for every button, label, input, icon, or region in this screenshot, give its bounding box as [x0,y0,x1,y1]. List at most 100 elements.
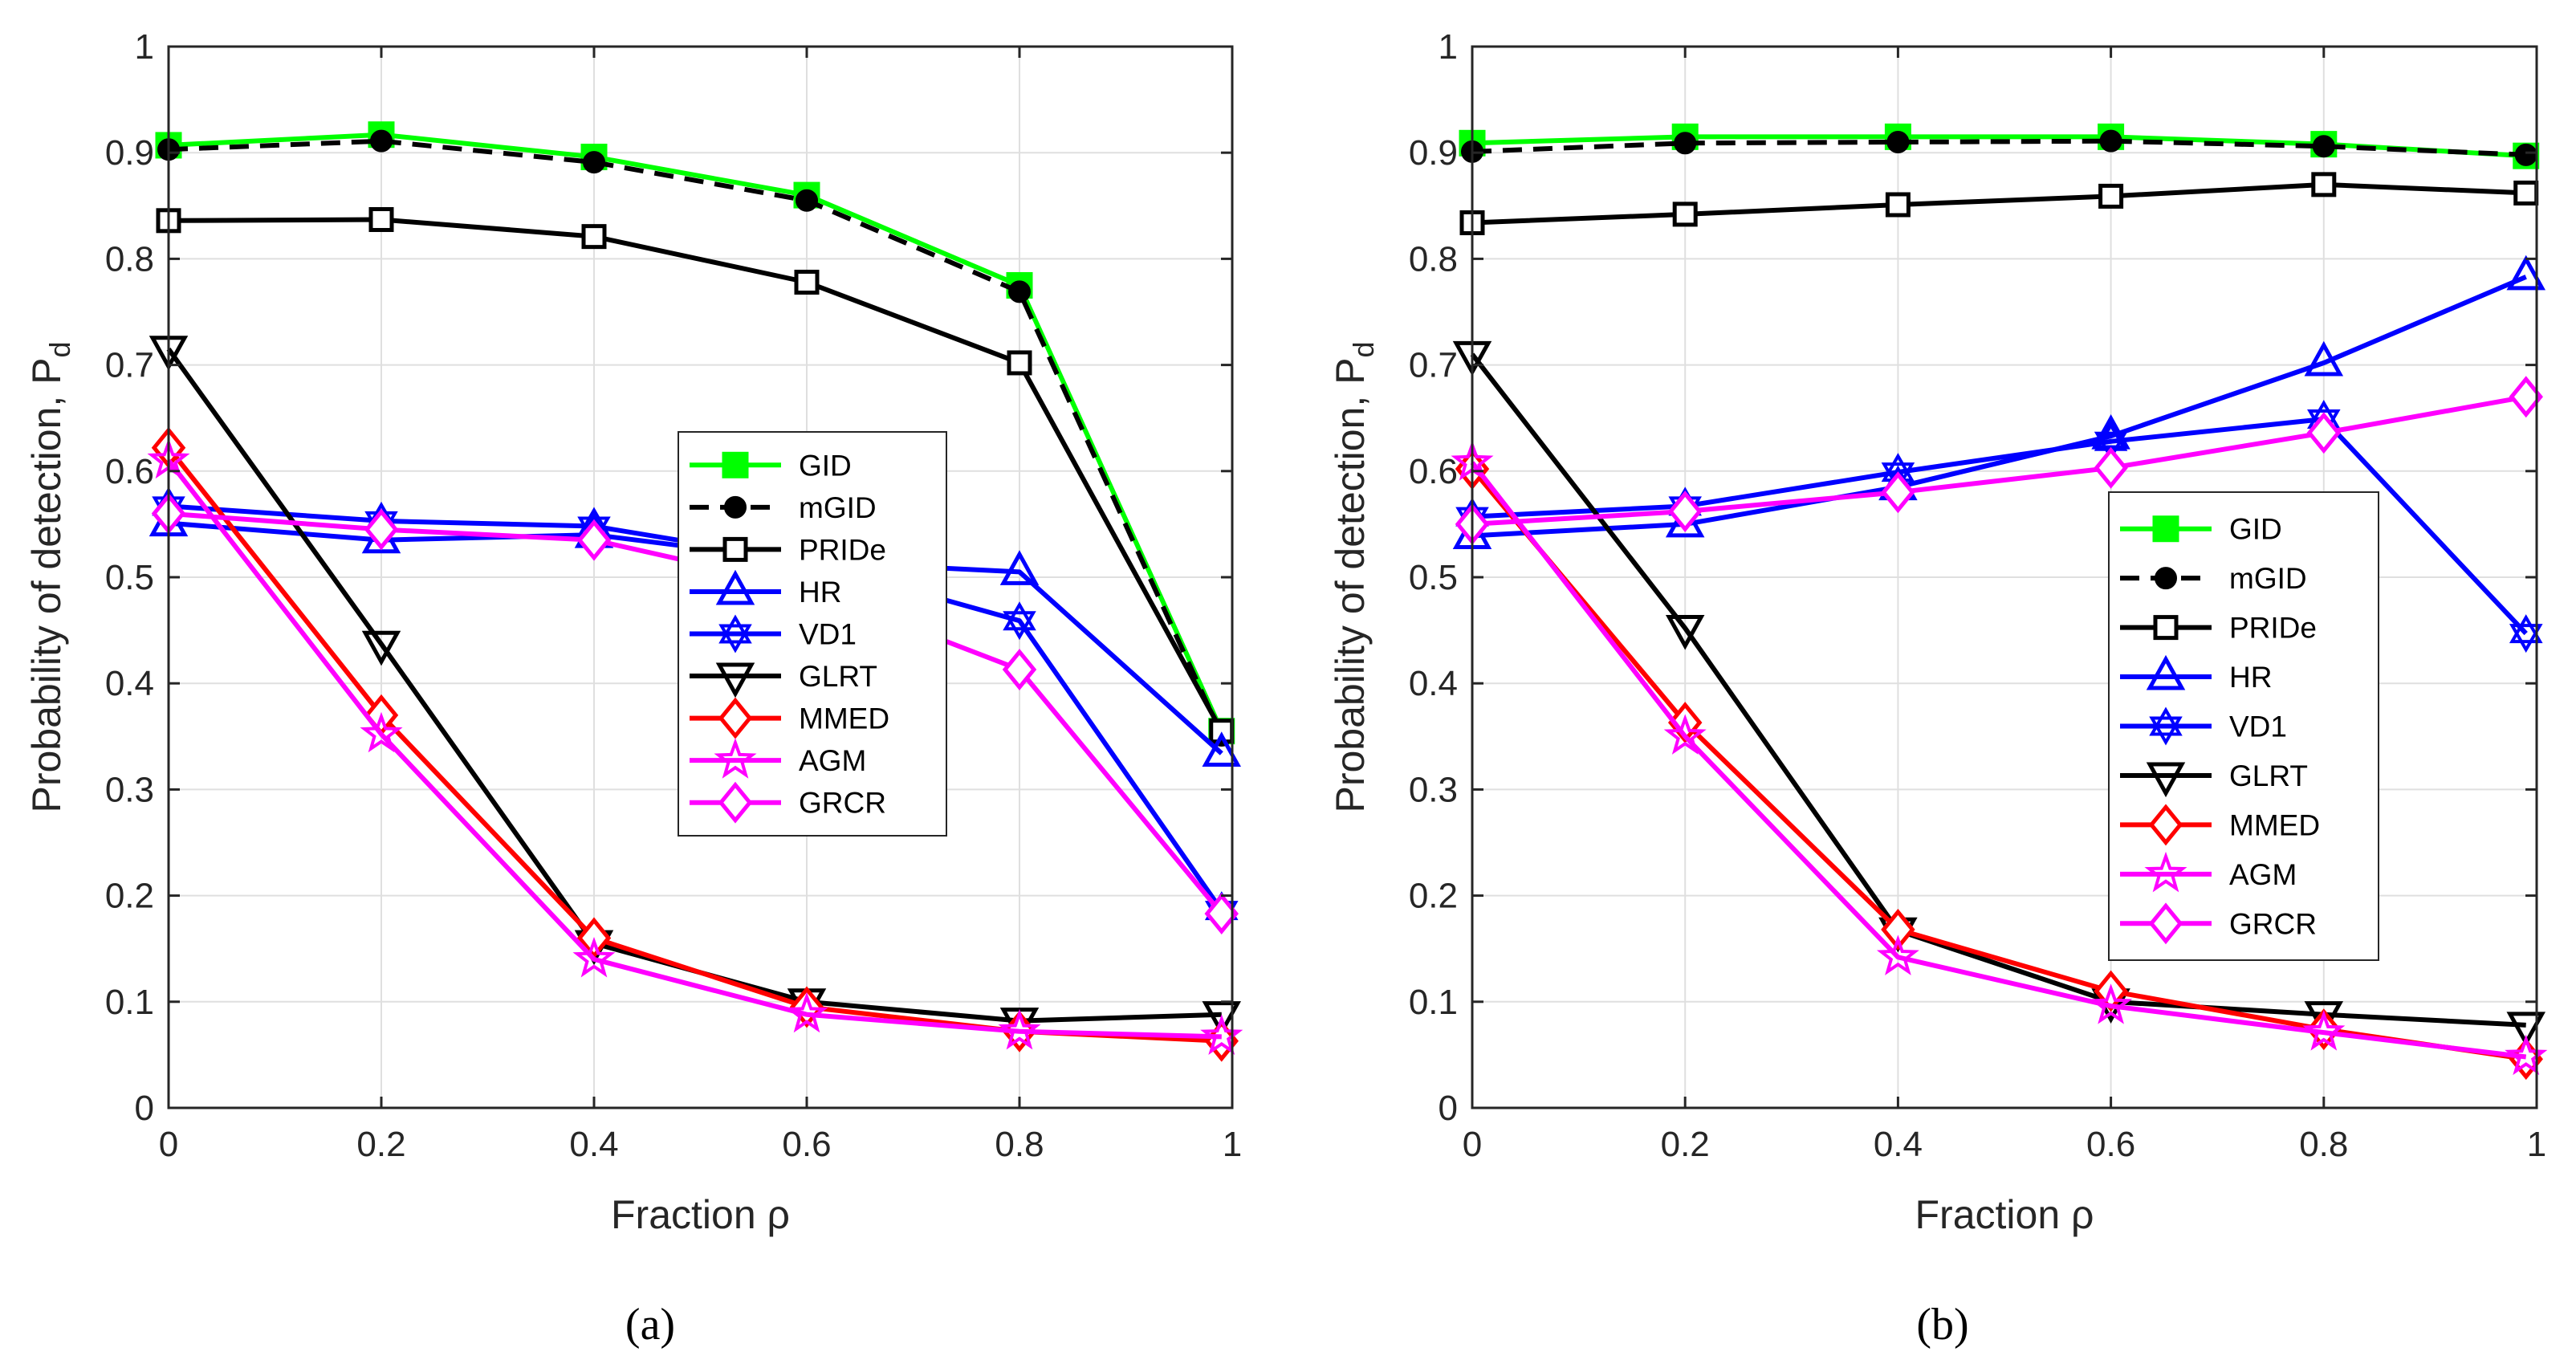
legend-label: HR [2229,661,2272,694]
data-point-PRIDe [2311,172,2337,197]
y-tick-label: 0.1 [1409,983,1458,1022]
legend-label: mGID [2229,562,2307,595]
legend-item-GLRT: GLRT [690,660,877,698]
data-point-mGID [2312,135,2335,158]
data-point-AGM [1200,1014,1243,1056]
series-line-mGID [1471,138,2526,157]
series-group-b [1451,123,2548,1081]
legend-label: VD1 [799,618,857,651]
legend-marker-GLRT [715,662,755,698]
legend-item-GRCR: GRCR [690,781,886,824]
legend-item-PRIDe: PRIDe [690,533,886,566]
legend-item-GID: GID [2120,513,2282,546]
data-point-mGID [583,151,605,174]
data-point-GRCR [1667,491,1703,532]
legend-label: GRCR [799,787,886,820]
data-point-mGID [1008,280,1031,303]
data-point-GLRT [1665,614,1705,650]
y-axis-label-subscript-a: d [43,341,76,357]
y-tick-label: 0.3 [1409,770,1458,809]
y-tick-label: 0 [135,1089,154,1128]
y-tick-label: 0.7 [105,346,154,385]
legend-marker-VD1 [2149,706,2183,746]
legend-label: GRCR [2229,907,2317,940]
legend-b: GID mGID PRIDe HR VD1 GLRT MMED AGM GRCR [2108,491,2379,961]
x-tick-label: 0.8 [995,1125,1044,1164]
legend-item-VD1: VD1 [2120,706,2287,746]
legend-item-GID: GID [690,449,852,482]
legend-a: GID mGID PRIDe HR VD1 GLRT MMED AGM GRCR [678,431,947,837]
y-tick-label: 1 [135,27,154,67]
legend-marker-VD1 [718,614,752,653]
data-point-GRCR [2094,446,2128,489]
legend-item-VD1: VD1 [690,614,857,653]
data-point-VD1 [1003,601,1036,641]
legend-marker-mGID [2155,567,2177,590]
y-tick-label: 0.4 [1409,664,1458,703]
series-line-AGM [166,458,1222,1040]
data-point-PRIDe [2513,180,2539,206]
panel-a-chart: (a) 0 0.2 0.4 0.6 0.8 1 0 0.1 0.2 0.3 0.4 0.5 0.6 0.7… [24,27,1243,1350]
legend-item-mGID: mGID [690,491,877,524]
x-tick-label: 0.4 [1874,1125,1923,1164]
data-point-PRIDe [581,224,607,250]
y-tick-label: 0.2 [1409,877,1458,916]
legend-marker-GID [722,451,749,478]
data-point-AGM [2302,1010,2346,1051]
y-axis-label-b: Probability of detection, Pd [1328,341,1380,812]
y-tick-label: 0.9 [1409,133,1458,173]
series-group-a [147,121,1243,1062]
legend-label: mGID [799,491,877,524]
legend-label: HR [799,576,841,609]
y-tick-label: 0.1 [105,983,154,1022]
x-axis-label-a: Fraction ρ [611,1192,790,1237]
data-point-AGM [2090,983,2133,1024]
panel-label-a: (a) [625,1300,675,1350]
legend-label: AGM [799,744,866,777]
legend-marker-PRIDe [722,536,748,562]
y-tick-label: 0.3 [105,770,154,809]
legend-item-AGM: AGM [2120,851,2297,893]
data-point-AGM [1876,934,1919,975]
legend-item-GLRT: GLRT [2120,759,2308,798]
series-line-PRIDe [1471,181,2526,226]
y-tick-label: 0.4 [105,664,154,703]
y-axis-label-a: Probability of detection, Pd [24,341,76,812]
data-point-GLRT [1202,1001,1241,1036]
legend-label: PRIDe [2229,612,2317,645]
x-tick-label: 1 [1223,1125,1242,1164]
series-line-HR [1471,275,2527,539]
data-point-PRIDe [2098,183,2124,209]
legend-marker-HR [2146,654,2186,690]
data-point-MMED [1881,908,1915,951]
data-point-GRCR [2306,412,2342,454]
series-AGM [147,438,1243,1056]
legend-item-GRCR: GRCR [2120,902,2317,945]
data-point-GLRT [361,630,401,666]
y-tick-label: 0.9 [105,133,154,173]
legend-label: AGM [2229,858,2297,891]
series-GRCR [1455,376,2543,545]
legend-item-mGID: mGID [2120,562,2307,595]
data-point-AGM [2505,1034,2548,1076]
legend-label: GID [799,449,852,482]
data-point-mGID [2099,129,2122,153]
y-tick-label: 1 [1439,27,1458,67]
legend-label: GLRT [2229,759,2308,792]
legend-marker-AGM [714,738,757,779]
legend-marker-MMED [718,697,753,739]
panel-label-b: (b) [1916,1300,1968,1350]
legend-marker-GLRT [2146,762,2186,798]
y-tick-label: 0.2 [105,877,154,916]
legend-item-AGM: AGM [690,738,866,779]
legend-label: GLRT [799,660,877,693]
data-point-VD1 [2509,614,2543,653]
legend-label: GID [2229,513,2282,546]
data-point-GRCR [1002,649,1037,690]
data-point-mGID [2514,143,2537,166]
data-point-HR [1202,731,1241,767]
y-tick-label: 0.8 [1409,239,1458,279]
x-tick-label: 0.2 [1661,1125,1710,1164]
legend-marker-PRIDe [2153,615,2179,641]
legend-label: VD1 [2229,710,2287,743]
